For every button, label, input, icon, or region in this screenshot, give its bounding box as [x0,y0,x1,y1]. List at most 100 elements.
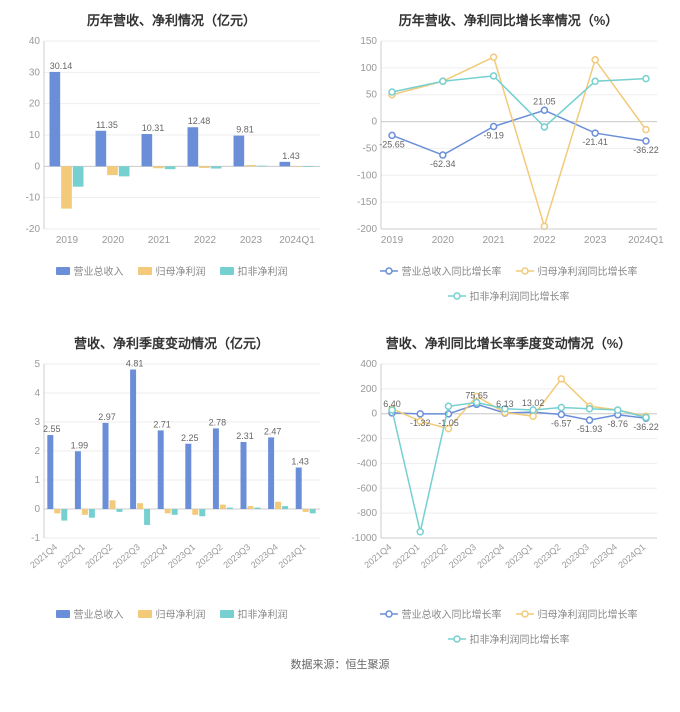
svg-text:2024Q1: 2024Q1 [616,542,647,570]
svg-text:2022Q1: 2022Q1 [391,542,422,570]
svg-text:2022: 2022 [194,235,217,246]
legend: 营业总收入归母净利润 扣非净利润 [8,606,335,621]
legend-swatch [448,634,466,644]
legend-label: 扣非净利润同比增长率 [470,631,570,646]
svg-text:2.31: 2.31 [236,431,254,441]
svg-text:11.35: 11.35 [96,120,118,130]
legend-swatch [220,610,234,618]
svg-text:2023Q3: 2023Q3 [221,542,252,570]
legend-label: 归母净利润同比增长率 [538,606,638,621]
svg-text:2022Q2: 2022Q2 [419,542,450,570]
svg-text:2023Q4: 2023Q4 [588,542,619,570]
panel-bottom-right: 营收、净利同比增长率季度变动情况（%） -1000-800-600-400-20… [345,333,672,646]
svg-text:1: 1 [34,475,40,486]
svg-text:-10: -10 [26,193,41,204]
svg-text:6.40: 6.40 [383,399,401,409]
legend-swatch [220,267,234,275]
svg-text:-20: -20 [26,224,41,235]
legend-item: 营业总收入 [56,606,124,621]
svg-text:2019: 2019 [56,235,79,246]
svg-text:2022Q1: 2022Q1 [56,542,87,570]
legend-item: 营业总收入 [56,263,124,278]
svg-text:-6.57: -6.57 [551,419,572,429]
chart-quarterly-bar: -10123452.551.992.974.812.712.252.782.31… [8,360,335,600]
legend-label: 扣非净利润 [238,606,288,621]
svg-text:0: 0 [371,409,377,420]
svg-text:9.81: 9.81 [236,125,254,135]
svg-text:2.55: 2.55 [43,424,61,434]
svg-text:2024Q1: 2024Q1 [279,235,315,246]
svg-text:2022Q2: 2022Q2 [83,542,114,570]
svg-text:2023Q1: 2023Q1 [166,542,197,570]
svg-text:2: 2 [34,446,40,457]
chart-title: 历年营收、净利同比增长率情况（%） [345,10,672,29]
legend-item: 归母净利润 [138,263,206,278]
legend-swatch [516,266,534,276]
legend-swatch [448,291,466,301]
legend-label: 归母净利润同比增长率 [538,263,638,278]
legend-label: 归母净利润 [156,263,206,278]
legend-label: 营业总收入同比增长率 [402,606,502,621]
svg-text:2020: 2020 [432,235,455,246]
svg-text:150: 150 [360,37,377,47]
chart-quarterly-growth-line: -1000-800-600-400-20002004006.40-1.32-1.… [345,360,672,600]
legend: 营业总收入同比增长率归母净利润同比增长率扣非净利润同比增长率 [345,263,672,303]
svg-text:-150: -150 [357,197,377,208]
svg-text:2021Q4: 2021Q4 [362,542,393,570]
svg-text:-1.05: -1.05 [438,418,459,428]
svg-text:2023Q2: 2023Q2 [532,542,563,570]
svg-text:-36.22: -36.22 [633,145,659,155]
svg-text:-1.32: -1.32 [410,418,431,428]
svg-text:-200: -200 [357,224,377,235]
legend-swatch [138,610,152,618]
svg-text:-8.76: -8.76 [607,419,628,429]
svg-text:12.48: 12.48 [188,116,211,126]
legend-swatch [138,267,152,275]
svg-text:-62.34: -62.34 [430,159,456,169]
svg-text:2022Q4: 2022Q4 [475,542,506,570]
legend-swatch [56,610,70,618]
charts-grid: 历年营收、净利情况（亿元） -20-1001020304030.1411.351… [0,0,680,650]
svg-text:2024Q1: 2024Q1 [628,235,664,246]
legend-item: 营业总收入同比增长率 [380,606,502,621]
svg-text:-200: -200 [357,434,377,445]
svg-text:10: 10 [29,130,41,141]
svg-text:2024Q1: 2024Q1 [277,542,308,570]
svg-text:-800: -800 [357,508,377,519]
chart-title: 历年营收、净利情况（亿元） [8,10,335,29]
svg-text:0: 0 [34,161,40,172]
svg-text:1.43: 1.43 [282,151,300,161]
svg-text:6.13: 6.13 [496,399,514,409]
svg-text:200: 200 [360,384,377,395]
legend-swatch [516,609,534,619]
legend: 营业总收入 归母净利润 扣非净利润 [8,263,335,278]
svg-text:10.31: 10.31 [142,123,165,133]
svg-text:30.14: 30.14 [50,61,73,71]
legend-item: 归母净利润同比增长率 [516,606,638,621]
svg-text:2023: 2023 [584,235,607,246]
svg-text:-9.19: -9.19 [483,131,504,141]
svg-text:50: 50 [366,90,378,101]
svg-text:2023Q1: 2023Q1 [503,542,534,570]
svg-text:13.02: 13.02 [522,398,545,408]
svg-text:2020: 2020 [102,235,125,246]
legend-item: 归母净利润 [138,606,206,621]
legend-item: 扣非净利润同比增长率 [448,631,570,646]
svg-text:40: 40 [29,37,41,47]
svg-text:400: 400 [360,360,377,370]
svg-text:-21.41: -21.41 [582,137,608,147]
chart-title: 营收、净利同比增长率季度变动情况（%） [345,333,672,352]
svg-text:2023Q4: 2023Q4 [249,542,280,570]
svg-text:1.99: 1.99 [71,440,89,450]
svg-text:2.97: 2.97 [98,412,116,422]
svg-text:5: 5 [34,360,40,370]
data-source-footer: 数据来源：恒生聚源 [0,650,680,682]
legend-label: 扣非净利润 [238,263,288,278]
svg-text:2023Q2: 2023Q2 [194,542,225,570]
svg-text:-51.93: -51.93 [577,424,603,434]
panel-bottom-left: 营收、净利季度变动情况（亿元） -10123452.551.992.974.81… [8,333,335,646]
svg-text:-100: -100 [357,170,377,181]
legend-label: 营业总收入 [74,606,124,621]
panel-top-left: 历年营收、净利情况（亿元） -20-1001020304030.1411.351… [8,10,335,323]
chart-annual-bar: -20-1001020304030.1411.3510.3112.489.811… [8,37,335,257]
